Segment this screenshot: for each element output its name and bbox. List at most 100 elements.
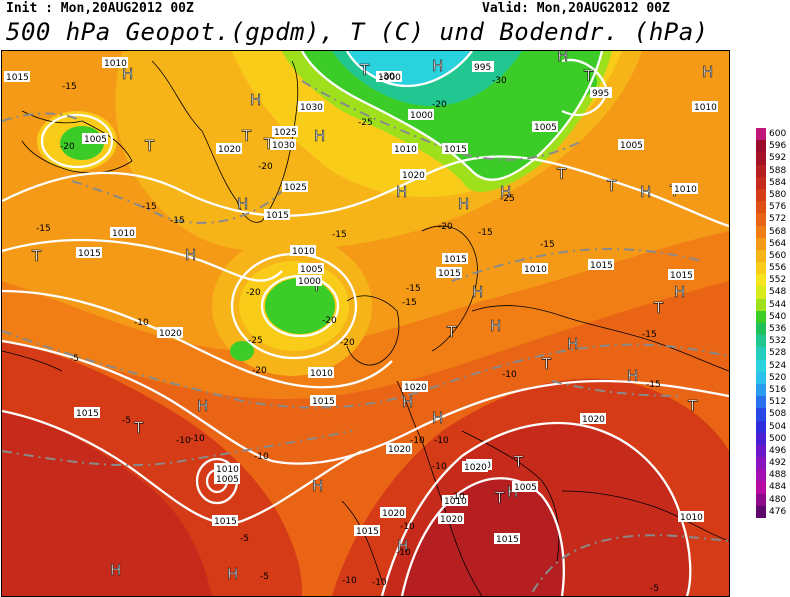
- high-label: H: [314, 127, 325, 145]
- temp-label: -5: [260, 572, 269, 582]
- isobar-label: 1015: [670, 271, 693, 281]
- legend-entry: 600: [752, 128, 790, 141]
- high-label: H: [396, 183, 407, 201]
- temp-label: -20: [258, 162, 273, 172]
- temp-label: -20: [246, 288, 261, 298]
- temp-label: -15: [402, 298, 417, 308]
- isobar-label: 1010: [104, 59, 127, 69]
- temp-label: -10: [134, 318, 149, 328]
- legend-entry: 552: [752, 274, 790, 287]
- legend-swatch: [756, 286, 766, 299]
- low-atlantic-small: [230, 341, 254, 361]
- temp-label: -15: [332, 230, 347, 240]
- legend-label: 532: [769, 336, 787, 347]
- isobar-label: 1030: [272, 141, 295, 151]
- isobar-label: 1010: [292, 247, 315, 257]
- atlantic-584: [2, 411, 212, 596]
- legend-swatch: [756, 201, 766, 214]
- legend-entry: 484: [752, 481, 790, 494]
- isobar-label: 1020: [218, 145, 241, 155]
- legend-label: 596: [769, 141, 787, 152]
- legend-swatch: [756, 176, 766, 189]
- legend-entry: 496: [752, 444, 790, 458]
- isobar-label: 1015: [214, 517, 237, 527]
- temp-label: -20: [322, 316, 337, 326]
- isobar-label: 1010: [444, 497, 467, 507]
- map-title: 500 hPa Geopot.(gpdm), T (C) und Bodendr…: [6, 18, 709, 46]
- low-label: T: [446, 323, 457, 341]
- legend-label: 488: [769, 470, 787, 481]
- ridge-588: [402, 478, 564, 596]
- isobar-label: 1030: [300, 103, 323, 113]
- legend-entry: 480: [752, 493, 790, 506]
- isobar-label: 1015: [496, 535, 519, 545]
- isobar-label: 1005: [300, 265, 323, 275]
- legend-entry: 564: [752, 237, 790, 250]
- isobar-label: 1010: [394, 145, 417, 155]
- high-label: H: [227, 565, 238, 583]
- isobar-label: 1005: [620, 141, 643, 151]
- temp-label: -15: [406, 284, 421, 294]
- isobar-label: 1015: [76, 409, 99, 419]
- low-label: T: [263, 135, 274, 153]
- high-label: H: [122, 65, 133, 83]
- weather-map[interactable]: H H H H H H H H H H H H H H H H H H H H …: [1, 50, 730, 597]
- legend-entry: 532: [752, 335, 790, 348]
- isobar-label: 1010: [310, 369, 333, 379]
- legend-swatch: [756, 493, 766, 506]
- temp-label: -10: [432, 462, 447, 472]
- high-label: H: [458, 195, 469, 213]
- temp-label: -10: [254, 452, 269, 462]
- isobar-labels: 1015 1010 995 1030 1025 1030 1005 1000 1…: [4, 57, 718, 545]
- temp-label: -10: [342, 576, 357, 586]
- isobar-label: 1020: [582, 415, 605, 425]
- legend-swatch: [756, 481, 766, 494]
- high-label: H: [197, 397, 208, 415]
- isobar-label: 1020: [159, 329, 182, 339]
- legend-entry: 500: [752, 432, 790, 445]
- isobar-label: 1010: [216, 465, 239, 475]
- legend-entry: 488: [752, 469, 790, 482]
- isobar-label: 1005: [216, 475, 239, 485]
- color-legend: 600 596 592 588 584 580 576 572 568 564 560 556 552 5…: [752, 128, 790, 518]
- legend-swatch: [756, 249, 766, 263]
- isobar-label: 1010: [694, 103, 717, 113]
- legend-swatch: [756, 335, 766, 348]
- legend-entry: 520: [752, 371, 790, 384]
- legend-label: 580: [769, 189, 787, 200]
- legend-swatch: [756, 298, 766, 311]
- legend-entry: 584: [752, 176, 790, 189]
- temp-label: -15: [36, 224, 51, 234]
- low-russia-540: [547, 63, 597, 99]
- temp-label: -15: [478, 228, 493, 238]
- legend-swatch: [756, 152, 766, 165]
- isobar-label: 1025: [274, 128, 297, 138]
- isobar-label: 1010: [524, 265, 547, 275]
- legend-entry: 476: [752, 505, 790, 518]
- legend-label: 480: [769, 494, 787, 505]
- temp-label: -5: [650, 584, 659, 594]
- legend-label: 484: [769, 482, 787, 493]
- isobar-label: 1025: [284, 183, 307, 193]
- legend-label: 496: [769, 445, 787, 456]
- high-label: H: [110, 561, 121, 579]
- legend-label: 524: [769, 360, 787, 371]
- legend-entry: 588: [752, 164, 790, 177]
- temp-label: -15: [540, 240, 555, 250]
- legend-label: 588: [769, 165, 787, 176]
- legend-label: 592: [769, 153, 787, 164]
- low-label: T: [133, 419, 144, 437]
- legend-swatch: [756, 359, 766, 372]
- isobar-label: 995: [474, 63, 491, 73]
- high-label: H: [397, 537, 408, 555]
- legend-entry: 512: [752, 396, 790, 409]
- legend-entry: 560: [752, 249, 790, 263]
- temp-label: -20: [340, 338, 355, 348]
- high-label: H: [640, 183, 651, 201]
- legend-swatch: [756, 237, 766, 250]
- isobar-label: 1015: [356, 527, 379, 537]
- temp-label: -25: [500, 194, 515, 204]
- isobar-label: 995: [592, 89, 609, 99]
- legend-entry: 580: [752, 188, 790, 202]
- temp-label: -5: [240, 534, 249, 544]
